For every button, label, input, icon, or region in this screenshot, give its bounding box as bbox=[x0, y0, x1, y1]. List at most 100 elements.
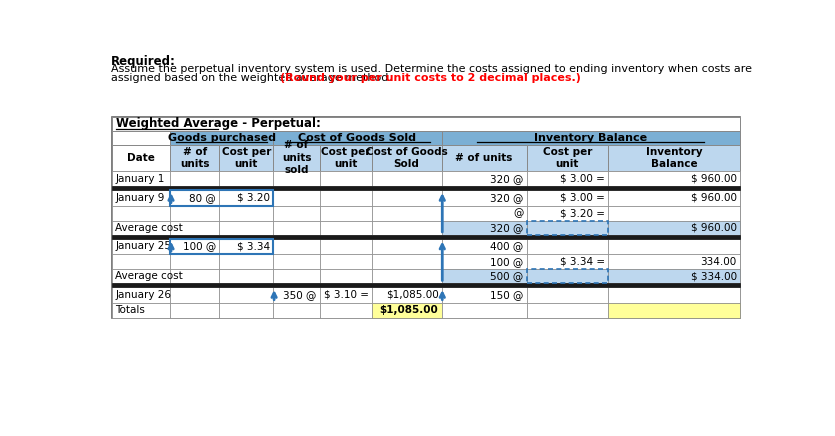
Text: January 9: January 9 bbox=[115, 193, 164, 203]
Text: Totals: Totals bbox=[115, 305, 145, 315]
Bar bbox=[112, 269, 170, 283]
Bar bbox=[320, 269, 372, 283]
Text: 500 @: 500 @ bbox=[490, 271, 524, 281]
Bar bbox=[170, 254, 219, 269]
Bar bbox=[112, 235, 740, 238]
Text: (Round your per unit costs to 2 decimal places.): (Round your per unit costs to 2 decimal … bbox=[280, 73, 581, 83]
Bar bbox=[219, 221, 273, 235]
Bar bbox=[442, 131, 740, 145]
Bar bbox=[527, 238, 608, 254]
Bar bbox=[320, 221, 372, 235]
Text: assigned based on the weighted average method.: assigned based on the weighted average m… bbox=[110, 73, 395, 83]
Bar bbox=[320, 205, 372, 221]
Bar bbox=[170, 145, 219, 171]
Bar bbox=[219, 145, 273, 171]
Bar bbox=[112, 238, 170, 254]
Bar bbox=[372, 190, 442, 205]
Bar bbox=[442, 254, 527, 269]
Bar bbox=[320, 145, 372, 171]
Bar bbox=[112, 186, 740, 190]
Bar bbox=[372, 303, 442, 318]
Text: Average cost: Average cost bbox=[115, 271, 183, 281]
Bar bbox=[608, 190, 740, 205]
Bar bbox=[320, 190, 372, 205]
Text: # of
units
sold: # of units sold bbox=[282, 140, 311, 175]
Text: 320 @: 320 @ bbox=[490, 223, 524, 233]
Bar bbox=[527, 287, 608, 303]
Bar bbox=[219, 254, 273, 269]
Bar bbox=[112, 303, 170, 318]
Text: Average cost: Average cost bbox=[115, 223, 183, 233]
Bar bbox=[219, 287, 273, 303]
Bar bbox=[608, 171, 740, 186]
Bar bbox=[219, 205, 273, 221]
Bar bbox=[527, 171, 608, 186]
Bar bbox=[320, 254, 372, 269]
Bar bbox=[219, 171, 273, 186]
Bar bbox=[527, 205, 608, 221]
Text: Cost of Goods
Sold: Cost of Goods Sold bbox=[366, 146, 448, 169]
Bar bbox=[442, 238, 527, 254]
Bar bbox=[442, 303, 527, 318]
Bar bbox=[442, 171, 527, 186]
Text: January 26: January 26 bbox=[115, 290, 171, 300]
Text: $ 3.20 =: $ 3.20 = bbox=[560, 208, 605, 218]
Bar bbox=[442, 145, 527, 171]
Bar bbox=[527, 254, 608, 269]
Bar bbox=[442, 287, 527, 303]
Text: 350 @: 350 @ bbox=[283, 290, 316, 300]
Bar bbox=[112, 283, 740, 287]
Text: Weighted Average - Perpetual:: Weighted Average - Perpetual: bbox=[116, 117, 321, 130]
Text: Assume the perpetual inventory system is used. Determine the costs assigned to e: Assume the perpetual inventory system is… bbox=[110, 64, 752, 74]
Bar bbox=[170, 131, 273, 145]
Bar bbox=[112, 117, 740, 318]
Text: Cost per
unit: Cost per unit bbox=[543, 146, 592, 169]
Text: $ 960.00: $ 960.00 bbox=[691, 223, 736, 233]
Bar bbox=[273, 221, 320, 235]
Bar bbox=[372, 238, 442, 254]
Bar bbox=[273, 190, 320, 205]
Text: Cost per
unit: Cost per unit bbox=[221, 146, 271, 169]
Bar bbox=[527, 145, 608, 171]
Bar bbox=[219, 190, 273, 205]
Text: $1,085.00: $1,085.00 bbox=[386, 290, 438, 300]
Text: # of
units: # of units bbox=[180, 146, 210, 169]
Text: $ 334.00: $ 334.00 bbox=[691, 271, 736, 281]
Bar bbox=[442, 269, 527, 283]
Bar bbox=[608, 254, 740, 269]
Bar bbox=[170, 205, 219, 221]
Text: $ 3.00 =: $ 3.00 = bbox=[560, 193, 605, 203]
Text: $1,085.00: $1,085.00 bbox=[380, 305, 438, 315]
Text: $ 960.00: $ 960.00 bbox=[691, 193, 736, 203]
Text: Goods purchased: Goods purchased bbox=[168, 133, 276, 143]
Bar bbox=[170, 238, 219, 254]
Bar bbox=[372, 287, 442, 303]
Text: 334.00: 334.00 bbox=[701, 257, 736, 267]
Text: 100 @: 100 @ bbox=[490, 257, 524, 267]
Text: $ 3.10 =: $ 3.10 = bbox=[324, 290, 368, 300]
Bar bbox=[273, 269, 320, 283]
Text: Cost per
unit: Cost per unit bbox=[321, 146, 371, 169]
Bar bbox=[608, 221, 740, 235]
Bar bbox=[320, 287, 372, 303]
Bar bbox=[608, 238, 740, 254]
Bar bbox=[608, 287, 740, 303]
Text: 150 @: 150 @ bbox=[490, 290, 524, 300]
Bar bbox=[527, 269, 608, 283]
Bar bbox=[273, 238, 320, 254]
Text: 320 @: 320 @ bbox=[490, 174, 524, 184]
Bar bbox=[170, 190, 219, 205]
Bar bbox=[372, 269, 442, 283]
Bar bbox=[273, 145, 320, 171]
Text: Required:: Required: bbox=[110, 54, 175, 68]
Bar bbox=[372, 171, 442, 186]
Bar bbox=[170, 238, 273, 254]
Bar bbox=[219, 269, 273, 283]
Bar bbox=[112, 117, 740, 131]
Text: January 1: January 1 bbox=[115, 174, 164, 184]
Bar bbox=[372, 221, 442, 235]
Bar bbox=[170, 171, 219, 186]
Bar bbox=[170, 190, 273, 205]
Bar bbox=[442, 190, 527, 205]
Bar bbox=[527, 221, 608, 235]
